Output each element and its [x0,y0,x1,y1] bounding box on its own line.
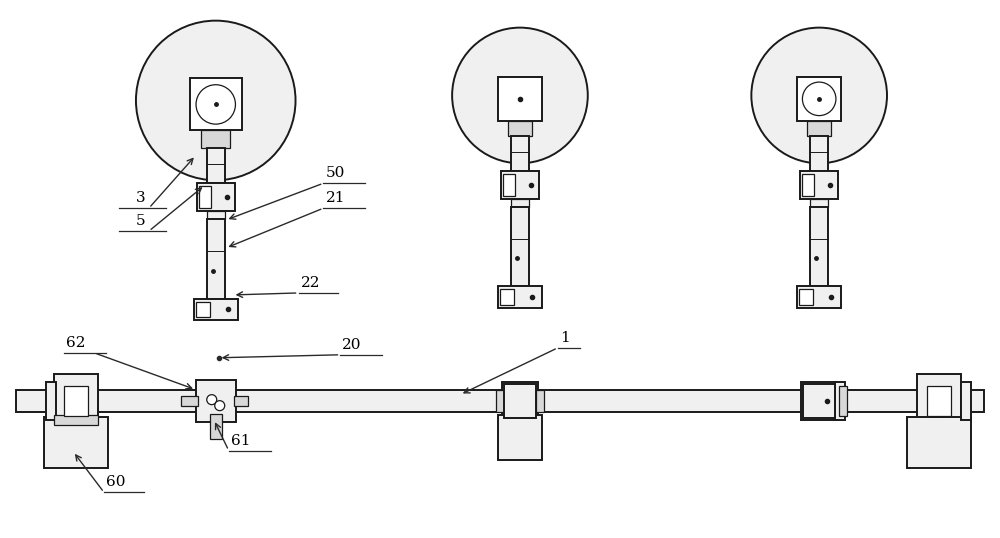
Bar [536,390,544,412]
Circle shape [802,82,836,116]
Bar [927,386,951,416]
Bar [46,381,56,420]
Bar [810,136,828,171]
Bar [498,77,542,121]
Bar [810,207,828,286]
Bar [54,415,98,424]
Bar [54,374,98,428]
Bar [207,211,225,219]
Bar [807,121,831,136]
Bar [835,381,845,420]
Text: 21: 21 [325,191,345,205]
Bar [196,380,236,422]
Circle shape [207,395,217,405]
Text: 62: 62 [66,336,86,350]
Bar [194,299,238,321]
Bar [197,183,235,211]
Bar [201,130,230,148]
Bar [797,286,841,308]
Bar [508,121,532,136]
Bar [210,414,222,438]
Text: 60: 60 [106,476,126,490]
Bar [498,286,542,308]
Bar [501,171,539,199]
Bar [801,381,837,420]
Bar [511,207,529,286]
Circle shape [196,84,235,124]
Bar [511,136,529,171]
Text: 50: 50 [325,166,345,180]
Ellipse shape [452,27,588,163]
Text: 22: 22 [301,276,320,290]
Bar [16,390,984,412]
Bar [196,301,210,317]
Bar [504,384,536,417]
Bar [181,395,198,406]
Bar [199,186,211,208]
Bar [500,289,514,306]
Bar [503,174,515,196]
Bar [799,289,813,306]
Text: 20: 20 [342,338,362,352]
Bar [498,415,542,459]
Text: 61: 61 [231,434,250,448]
Text: 3: 3 [136,191,146,205]
Bar [207,219,225,299]
Circle shape [215,401,225,410]
Bar [802,174,814,196]
Bar [64,386,88,416]
Bar [496,390,504,412]
Bar [502,381,538,420]
Text: 5: 5 [136,214,146,228]
Text: 1: 1 [560,331,570,345]
Bar [810,199,828,207]
Bar [961,381,971,420]
Ellipse shape [751,27,887,163]
Bar [207,148,225,183]
Bar [803,384,835,417]
Bar [907,416,971,469]
Bar [511,199,529,207]
Bar [234,395,248,406]
Bar [190,79,242,130]
Bar [800,171,838,199]
Bar [839,386,847,416]
Bar [917,374,961,428]
Ellipse shape [136,20,296,180]
Bar [797,77,841,121]
Bar [44,416,108,469]
